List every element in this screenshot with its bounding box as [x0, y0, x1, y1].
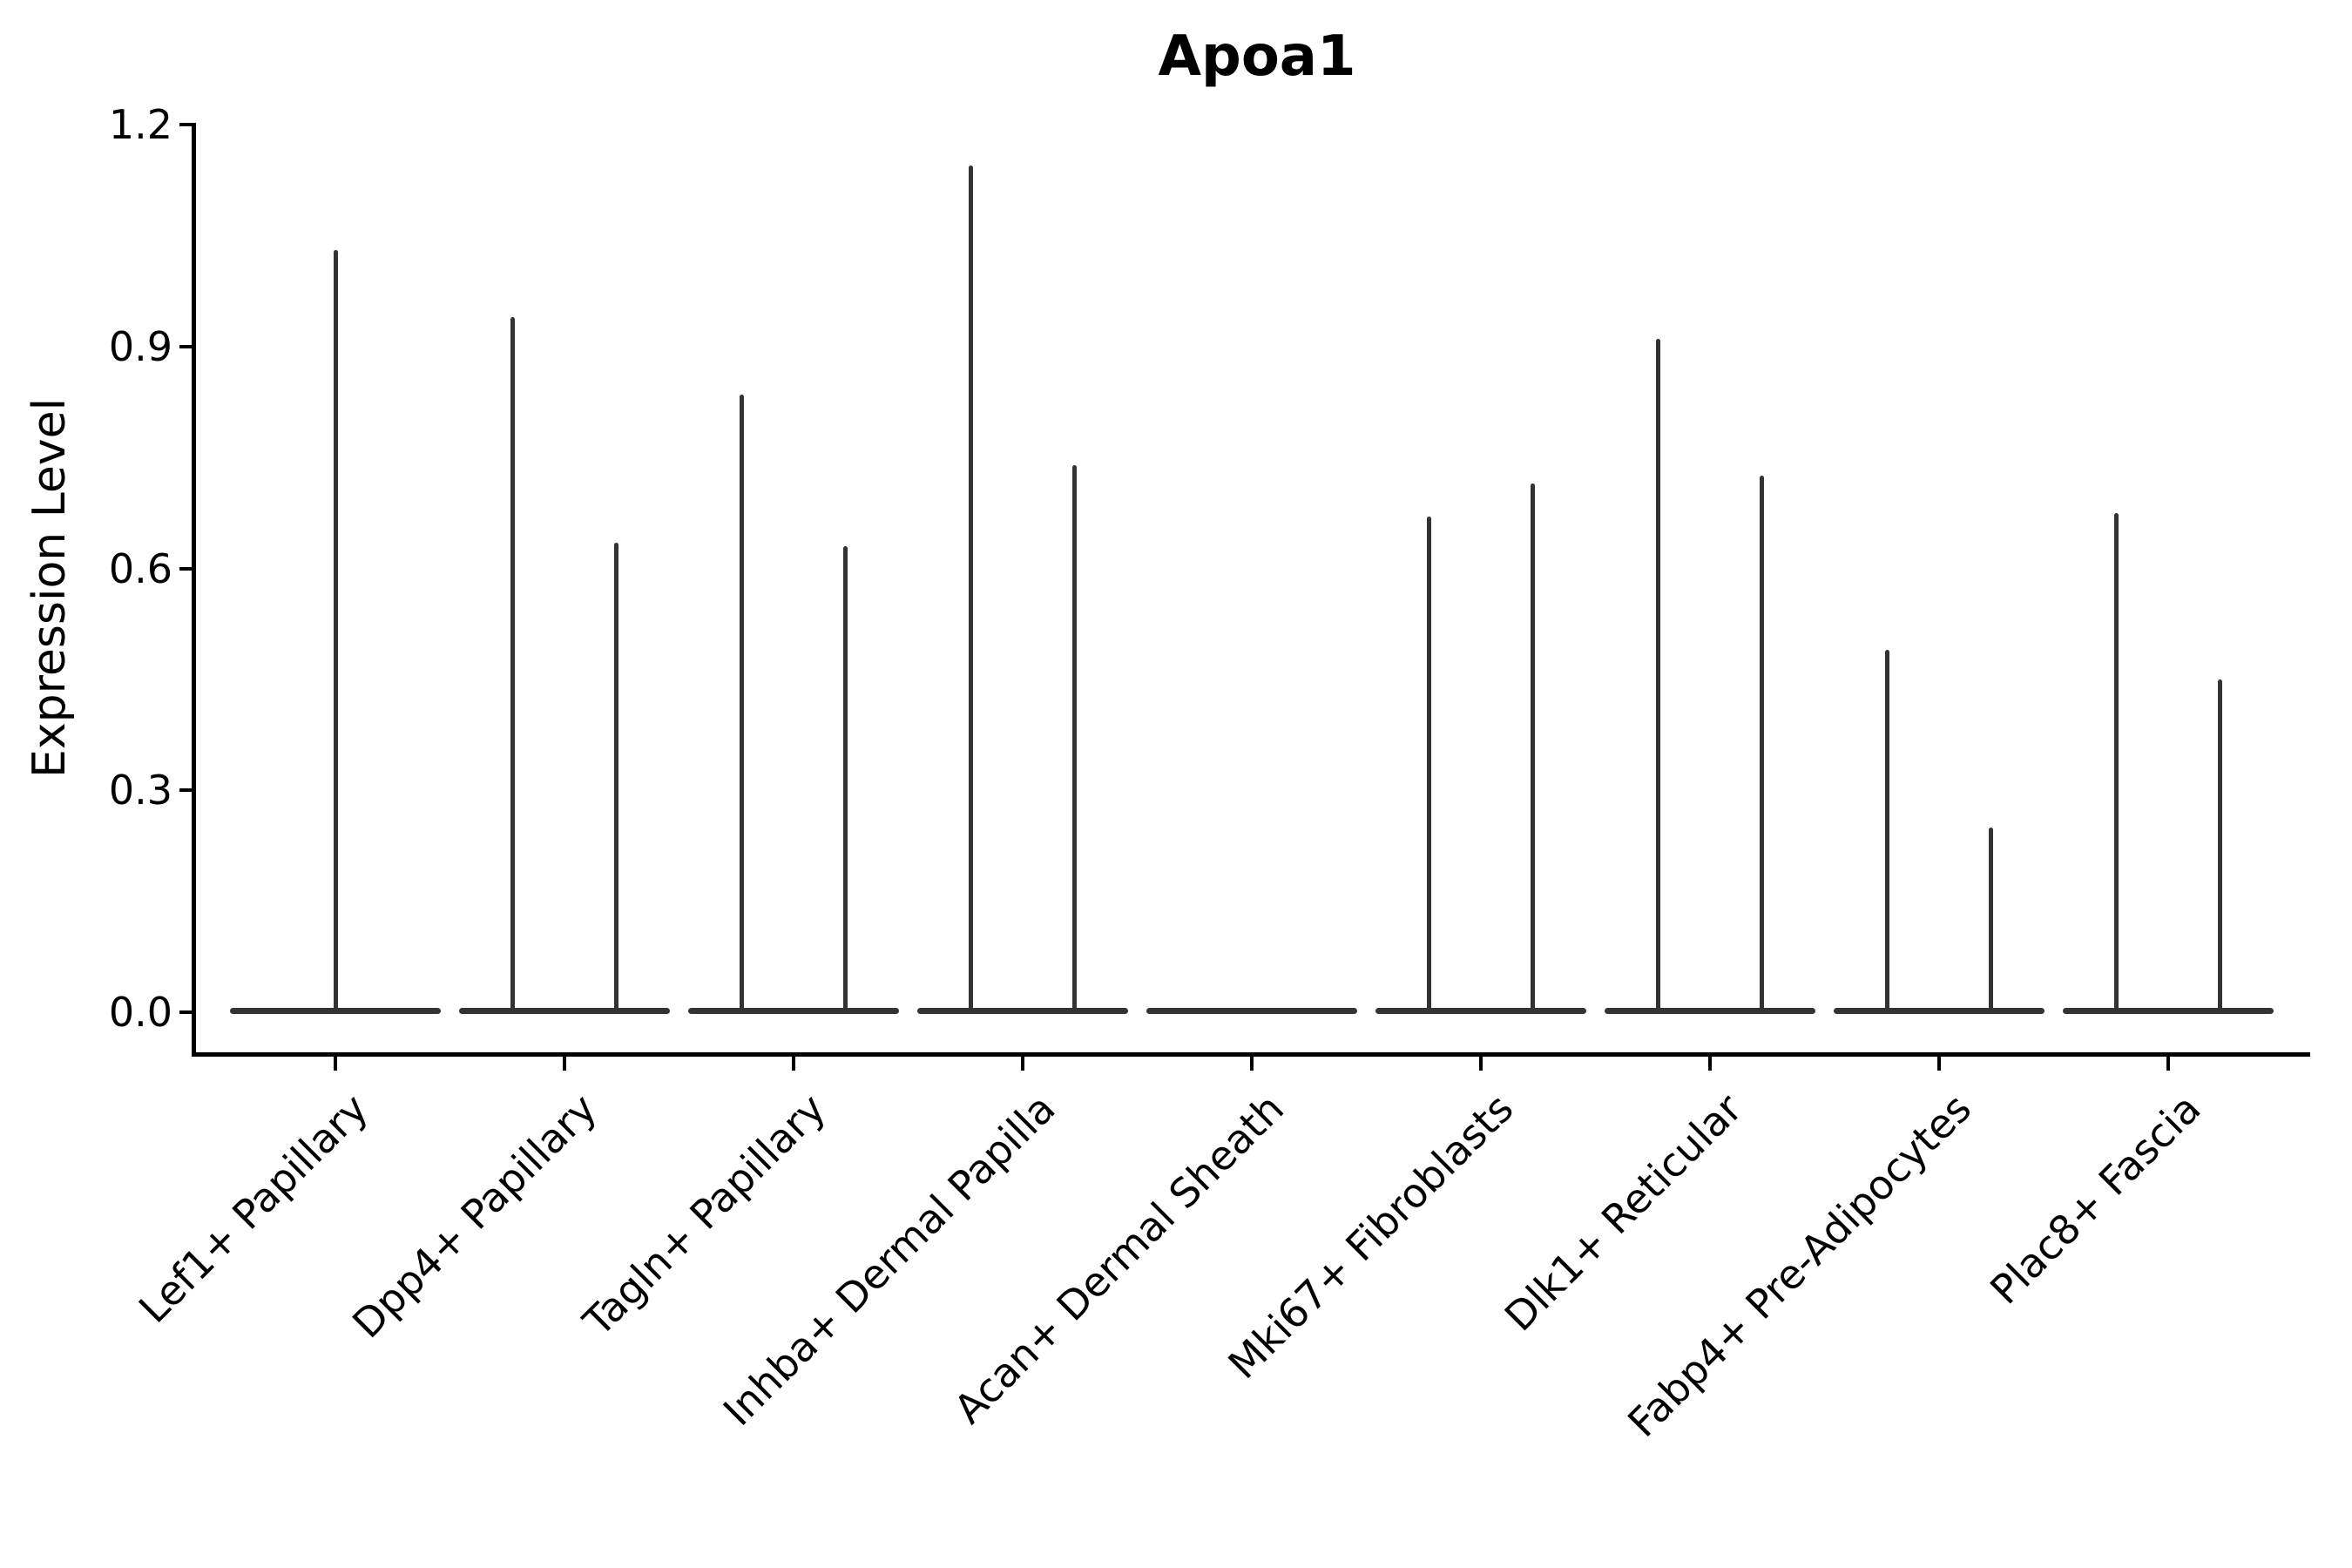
violin-base — [1605, 1008, 1815, 1014]
violin-spike — [1072, 465, 1077, 1012]
violin-base — [688, 1008, 899, 1014]
x-tick — [2166, 1057, 2170, 1071]
violin-spike — [1885, 650, 1889, 1012]
violin-spike — [740, 395, 744, 1012]
x-tick-label: Tagln+ Papillary — [574, 1085, 835, 1346]
x-tick-label: Lef1+ Papillary — [129, 1085, 377, 1333]
violin-base — [1146, 1008, 1357, 1014]
x-tick — [1937, 1057, 1941, 1071]
violin-spike — [2218, 679, 2222, 1012]
violin-spike — [510, 317, 515, 1012]
violin-base — [1834, 1008, 2044, 1014]
x-tick — [1250, 1057, 1254, 1071]
y-tick — [179, 788, 192, 792]
x-axis-spine — [192, 1052, 2310, 1057]
y-axis-spine — [192, 123, 196, 1057]
x-tick — [1021, 1057, 1024, 1071]
x-tick — [1708, 1057, 1712, 1071]
x-tick — [563, 1057, 566, 1071]
violin-spike — [1760, 476, 1764, 1012]
x-tick-label: Dlk1+ Reticular — [1496, 1085, 1752, 1341]
violin-spike — [614, 543, 618, 1012]
violin-base — [917, 1008, 1128, 1014]
violin-spike — [1989, 828, 1993, 1012]
violin-spike — [1427, 517, 1431, 1012]
violin-spike — [969, 166, 973, 1012]
y-tick-label: 0.0 — [108, 989, 172, 1036]
x-tick — [334, 1057, 337, 1071]
violin-spike — [1531, 483, 1535, 1012]
y-tick-label: 1.2 — [108, 101, 172, 148]
y-tick-label: 0.6 — [108, 545, 172, 592]
x-tick — [792, 1057, 795, 1071]
y-tick — [179, 123, 192, 126]
y-tick — [179, 1010, 192, 1014]
x-tick-label: Plac8+ Fascia — [1980, 1085, 2210, 1314]
violin-base — [459, 1008, 670, 1014]
violin-base — [2063, 1008, 2274, 1014]
y-tick — [179, 567, 192, 571]
x-tick-label: Dpp4+ Papillary — [343, 1085, 606, 1348]
y-tick-label: 0.3 — [108, 767, 172, 814]
y-tick-label: 0.9 — [108, 323, 172, 370]
violin-spike — [2114, 513, 2119, 1012]
violin-spike — [334, 250, 338, 1012]
y-tick — [179, 345, 192, 348]
x-tick — [1479, 1057, 1483, 1071]
chart-title: Apoa1 — [1158, 24, 1356, 89]
violin-base — [1375, 1008, 1586, 1014]
violin-spike — [1656, 339, 1660, 1012]
violin-spike — [843, 546, 848, 1012]
